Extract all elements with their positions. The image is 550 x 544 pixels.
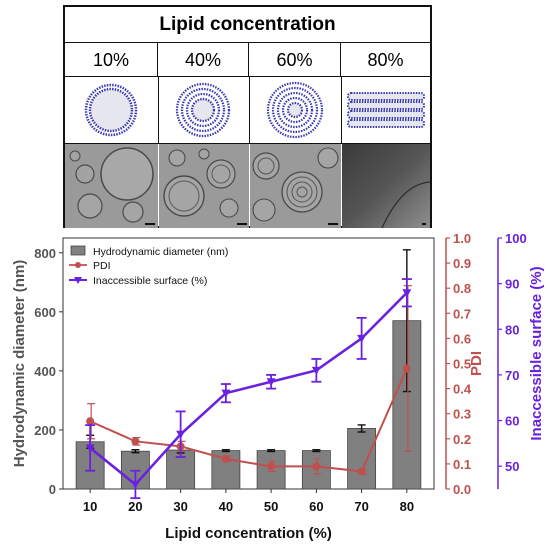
pdi-point — [86, 417, 95, 426]
pdi-axis-tick-label: 0.3 — [453, 407, 471, 422]
column-label-40: 40% — [158, 43, 249, 77]
row-divider — [65, 143, 430, 144]
row-divider — [65, 76, 430, 77]
surface-point — [130, 480, 140, 489]
surface-axis-tick-label: 50 — [505, 459, 519, 474]
pdi-series-line — [89, 368, 408, 473]
multilamellar-vesicle-schematic — [266, 81, 324, 139]
left-axis-tick-label: 200 — [34, 423, 56, 438]
left-axis-tick-label: 0 — [49, 482, 56, 497]
surface-point — [85, 444, 95, 453]
cryo-em-image-40 — [159, 144, 249, 228]
left-axis-title: Hydrodynamic diameter (nm) — [11, 260, 28, 468]
lipid-concentration-panel: Lipid concentration 10% 40% 60% 80% — [63, 5, 432, 228]
plot-frame — [62, 237, 435, 490]
pdi-axis-tick-label: 0.6 — [453, 331, 471, 346]
x-axis-tick-label: 10 — [83, 499, 97, 514]
column-label-60: 60% — [249, 43, 341, 77]
pdi-point — [267, 462, 276, 471]
x-axis-tick-label: 20 — [128, 499, 142, 514]
pdi-point — [357, 467, 366, 476]
surface-axis-title: Inaccessible surface (%) — [528, 266, 545, 440]
surface-point — [266, 378, 276, 387]
legend-label-diameter: Hydrodynamic diameter (nm) — [93, 246, 228, 258]
column-label-80: 80% — [367, 49, 404, 70]
surface-point — [221, 389, 231, 398]
surface-axis-tick-label: 60 — [505, 414, 519, 429]
x-axis-tick-label: 60 — [309, 499, 323, 514]
panel-title: Lipid concentration — [65, 7, 430, 43]
legend-swatch-pdi-marker — [75, 262, 81, 268]
pdi-point — [221, 454, 230, 463]
pdi-axis-tick-label: 0.8 — [453, 281, 471, 296]
cryo-em-image-10 — [65, 144, 158, 228]
x-axis-tick-label: 70 — [354, 499, 368, 514]
x-axis-tick-label: 40 — [219, 499, 233, 514]
pdi-axis-title: PDI — [468, 351, 485, 376]
cryo-em-image-60 — [250, 144, 341, 228]
x-axis-title: Lipid concentration (%) — [165, 525, 332, 542]
column-divider — [249, 77, 250, 144]
pdi-axis-tick-label: 0.7 — [453, 306, 471, 321]
column-divider — [158, 77, 159, 144]
left-axis-tick-label: 400 — [34, 364, 56, 379]
lamellar-stack-schematic — [347, 92, 425, 128]
pdi-point — [312, 462, 321, 471]
legend-label-surface: Inaccessible surface (%) — [93, 275, 207, 287]
surface-series-line — [89, 291, 408, 487]
pdi-axis-tick-label: 0.4 — [453, 382, 472, 397]
surface-axis-tick-label: 80 — [505, 322, 519, 337]
pdi-point — [402, 364, 411, 373]
pdi-axis-tick-label: 0.1 — [453, 457, 471, 472]
surface-axis-tick-label: 90 — [505, 277, 519, 292]
left-axis-tick-label: 600 — [34, 305, 56, 320]
surface-point — [176, 430, 186, 439]
vesicle-schematics — [84, 81, 425, 139]
x-axis-tick-label: 50 — [264, 499, 278, 514]
surface-axis-tick-label: 100 — [505, 231, 527, 246]
oligolamellar-vesicle-schematic — [175, 82, 231, 138]
pdi-axis-tick-label: 0.5 — [453, 357, 471, 372]
legend-swatch-diameter — [70, 245, 86, 256]
x-axis-tick-label: 80 — [400, 499, 414, 514]
chart: 0 200 400 600 800 10 20 30 40 50 60 70 80 0.0 0.1 0.2 0.… — [11, 231, 545, 542]
pdi-axis-tick-label: 0.2 — [453, 432, 471, 447]
surface-point — [311, 366, 321, 375]
cryo-em-image-80 — [342, 144, 430, 228]
pdi-point — [131, 437, 140, 446]
legend-swatch-surface-marker — [74, 277, 82, 284]
pdi-axis-tick-label: 0.0 — [453, 482, 471, 497]
column-label-10: 10% — [65, 43, 158, 77]
pdi-axis-tick-label: 0.9 — [453, 256, 471, 271]
pdi-axis-tick-label: 1.0 — [453, 231, 471, 246]
surface-axis-tick-label: 70 — [505, 368, 519, 383]
column-divider — [341, 77, 342, 144]
legend-label-pdi: PDI — [93, 260, 111, 272]
diameter-bar — [347, 428, 377, 490]
unilamellar-vesicle-schematic — [84, 83, 138, 137]
surface-point — [402, 289, 412, 298]
left-axis-tick-label: 800 — [34, 246, 56, 261]
x-axis-tick-label: 30 — [173, 499, 187, 514]
surface-point — [357, 334, 367, 343]
